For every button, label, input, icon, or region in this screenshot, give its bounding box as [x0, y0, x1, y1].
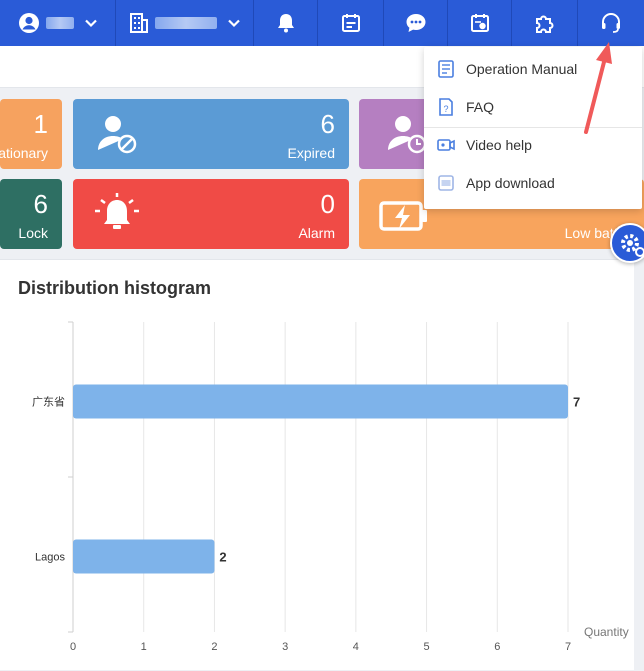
card-label: Alarm: [298, 225, 335, 241]
schedule-icon: [470, 14, 489, 32]
user-menu[interactable]: [0, 0, 116, 46]
organization-redacted: [154, 17, 217, 29]
bar: [73, 384, 568, 419]
message-icon: [406, 14, 425, 32]
chevron-down-icon: [227, 19, 240, 28]
card-lock[interactable]: 6 Lock: [0, 179, 62, 249]
chevron-down-icon: [84, 19, 97, 28]
x-axis-title: Quantity: [584, 625, 629, 639]
x-tick-label: 3: [282, 641, 288, 653]
headset-icon: [602, 13, 620, 33]
x-tick-label: 7: [565, 641, 571, 653]
card-expired[interactable]: 6 Expired: [73, 99, 349, 169]
card-offline[interactable]: [359, 99, 429, 169]
card-stationary[interactable]: 1 ationary: [0, 99, 62, 169]
menu-item-label: Operation Manual: [466, 61, 578, 77]
x-tick-label: 6: [494, 641, 500, 653]
x-tick-label: 2: [211, 641, 217, 653]
menu-item-faq[interactable]: ? FAQ: [424, 88, 642, 126]
data-label: 2: [219, 550, 226, 565]
manual-icon: [438, 60, 454, 78]
bell-icon: [277, 14, 294, 33]
x-tick-label: 0: [70, 641, 76, 653]
username-redacted: [45, 17, 74, 29]
help-button[interactable]: [578, 0, 644, 46]
x-tick-label: 1: [141, 641, 147, 653]
video-icon: [437, 139, 455, 151]
card-value: 0: [320, 189, 335, 219]
notifications-button[interactable]: [254, 0, 318, 46]
user-icon: [18, 13, 39, 33]
alarm-bell-icon: [95, 193, 139, 229]
card-label: Lock: [18, 225, 48, 241]
menu-item-operation-manual[interactable]: Operation Manual: [424, 50, 642, 88]
y-category-label: Lagos: [35, 552, 65, 564]
calendar-icon: [341, 14, 360, 32]
menu-item-label: Video help: [466, 137, 532, 153]
help-dropdown-menu: Operation Manual ? FAQ Video help App do…: [424, 47, 642, 209]
distribution-histogram-chart: 0 1 2 3 4 5 6 7 广东省 7 Lagos 2 Quantity: [32, 321, 629, 653]
messages-button[interactable]: [384, 0, 448, 46]
app-download-icon: [438, 175, 454, 191]
card-label: Expired: [287, 145, 335, 161]
data-label: 7: [573, 395, 580, 410]
card-label: ationary: [0, 145, 48, 161]
bar: [73, 539, 215, 574]
faq-icon: ?: [439, 98, 453, 116]
battery-charging-icon: [379, 201, 427, 231]
x-tick-label: 5: [424, 641, 430, 653]
floating-settings-button[interactable]: [610, 223, 644, 263]
schedule-button[interactable]: [448, 0, 512, 46]
calendar-button[interactable]: [318, 0, 384, 46]
building-icon: [129, 13, 148, 33]
svg-text:?: ?: [443, 104, 448, 114]
menu-item-label: App download: [466, 175, 555, 191]
plugin-icon: [535, 15, 553, 33]
card-value: 1: [33, 109, 48, 139]
card-alarm[interactable]: 0 Alarm: [73, 179, 349, 249]
user-blocked-icon: [98, 116, 137, 154]
menu-divider: [424, 127, 642, 128]
user-clock-icon: [388, 116, 427, 154]
x-tick-label: 4: [353, 641, 359, 653]
card-value: 6: [320, 109, 335, 139]
card-value: 6: [33, 189, 48, 219]
y-category-label: 广东省: [32, 396, 65, 409]
menu-item-app-download[interactable]: App download: [424, 164, 642, 202]
panel-title: Distribution histogram: [18, 278, 211, 298]
top-navigation-bar: [0, 0, 644, 46]
menu-item-label: FAQ: [466, 99, 495, 115]
menu-item-video-help[interactable]: Video help: [424, 126, 642, 164]
distribution-histogram-panel: Distribution histogram 0 1 2 3 4 5 6 7 广东省 7 Lagos…: [0, 259, 634, 670]
plugins-button[interactable]: [512, 0, 578, 46]
gear-icon: [621, 234, 644, 257]
organization-menu[interactable]: [116, 0, 254, 46]
